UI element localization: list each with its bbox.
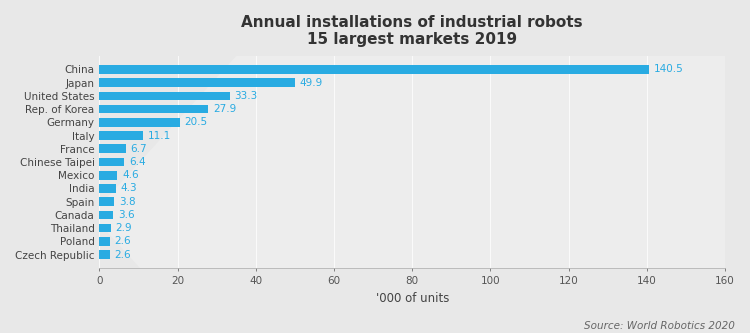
Bar [99,131,142,140]
Text: 11.1: 11.1 [148,131,171,141]
Bar [99,210,113,219]
Bar [99,237,109,246]
Bar [99,158,124,166]
Text: 3.8: 3.8 [119,197,136,207]
Bar [99,197,114,206]
Text: 140.5: 140.5 [653,65,683,75]
Text: 2.6: 2.6 [114,236,130,246]
Bar [99,65,649,74]
Bar [99,184,116,193]
Text: 6.7: 6.7 [130,144,147,154]
Bar [99,250,109,259]
Bar [99,105,208,114]
Bar [99,145,125,153]
Text: Source: World Robotics 2020: Source: World Robotics 2020 [584,321,735,331]
Text: 4.3: 4.3 [121,183,137,193]
Text: 27.9: 27.9 [213,104,236,114]
Bar [99,78,295,87]
Bar [99,92,230,100]
Bar [99,118,179,127]
Text: 3.6: 3.6 [118,210,135,220]
Polygon shape [99,0,750,333]
Text: 49.9: 49.9 [299,78,322,88]
Text: 33.3: 33.3 [234,91,257,101]
Bar [99,171,117,179]
Text: 2.6: 2.6 [114,249,130,259]
X-axis label: '000 of units: '000 of units [376,292,449,305]
Title: Annual installations of industrial robots
15 largest markets 2019: Annual installations of industrial robot… [242,15,583,47]
Bar [99,224,111,232]
Text: 20.5: 20.5 [184,117,207,127]
Text: 6.4: 6.4 [129,157,146,167]
Text: 4.6: 4.6 [122,170,139,180]
Text: 2.9: 2.9 [116,223,132,233]
